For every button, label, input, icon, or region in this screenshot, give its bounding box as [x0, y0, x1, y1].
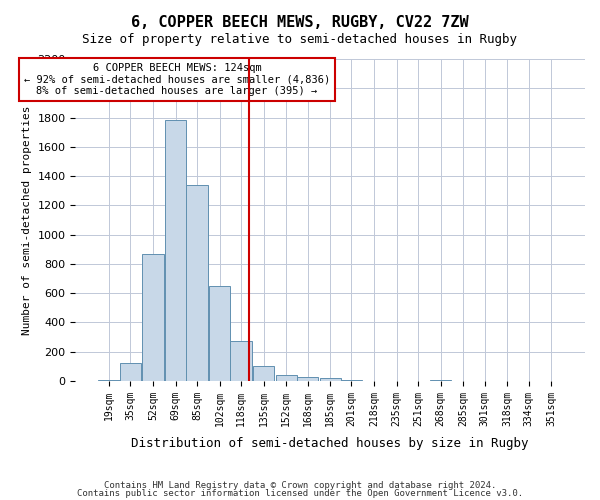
Bar — [253, 366, 274, 381]
Text: 6 COPPER BEECH MEWS: 124sqm
← 92% of semi-detached houses are smaller (4,836)
8%: 6 COPPER BEECH MEWS: 124sqm ← 92% of sem… — [24, 63, 330, 96]
Text: Contains public sector information licensed under the Open Government Licence v3: Contains public sector information licen… — [77, 488, 523, 498]
Bar — [275, 375, 297, 381]
Bar — [98, 380, 120, 381]
Bar — [142, 254, 164, 381]
Bar — [341, 380, 362, 381]
Bar — [230, 342, 251, 381]
Bar — [187, 185, 208, 381]
Text: Size of property relative to semi-detached houses in Rugby: Size of property relative to semi-detach… — [83, 32, 517, 46]
Bar — [430, 380, 451, 381]
Bar — [297, 376, 318, 381]
Bar — [320, 378, 341, 381]
Y-axis label: Number of semi-detached properties: Number of semi-detached properties — [22, 105, 32, 334]
Bar — [165, 120, 187, 381]
Bar — [209, 286, 230, 381]
Text: 6, COPPER BEECH MEWS, RUGBY, CV22 7ZW: 6, COPPER BEECH MEWS, RUGBY, CV22 7ZW — [131, 15, 469, 30]
Bar — [120, 362, 141, 381]
X-axis label: Distribution of semi-detached houses by size in Rugby: Distribution of semi-detached houses by … — [131, 437, 529, 450]
Text: Contains HM Land Registry data © Crown copyright and database right 2024.: Contains HM Land Registry data © Crown c… — [104, 481, 496, 490]
